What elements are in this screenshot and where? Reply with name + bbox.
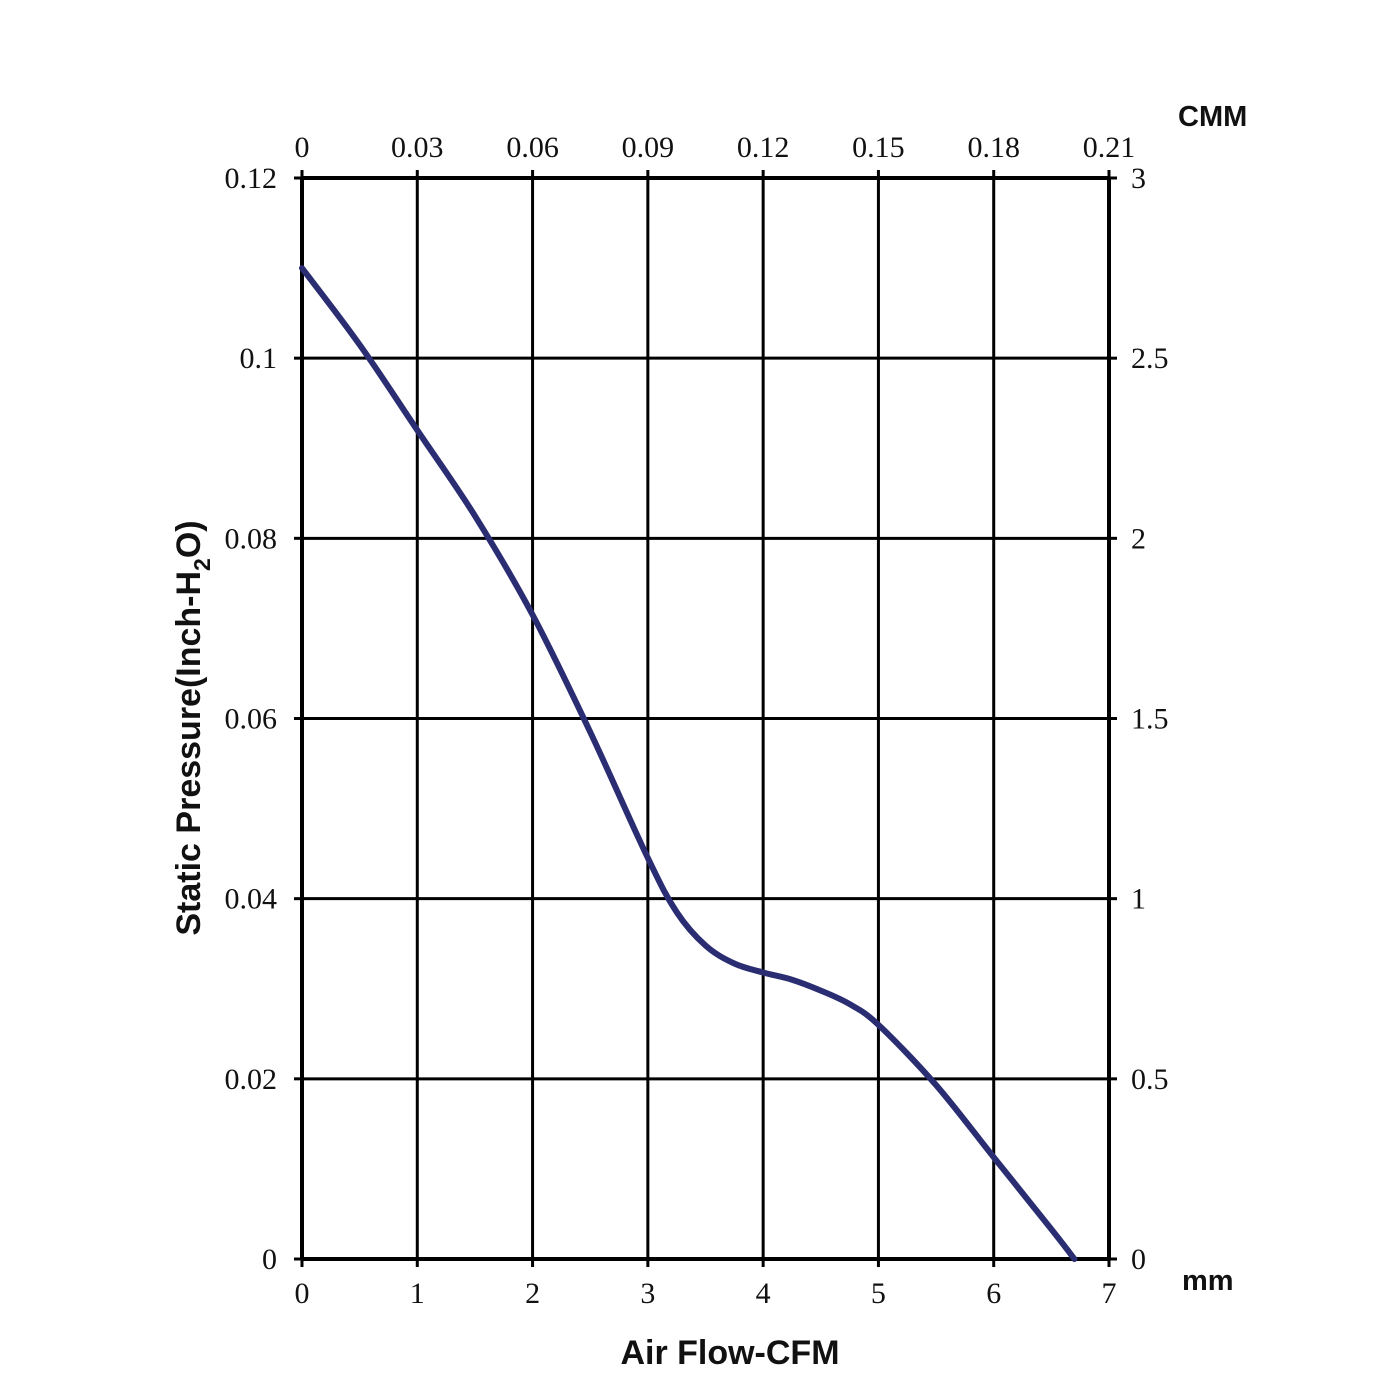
top-tick-label: 0.06 bbox=[506, 131, 559, 164]
series-layer bbox=[299, 265, 1078, 1262]
right-tick-label: 2 bbox=[1131, 522, 1146, 555]
right-axis-unit: mm bbox=[1182, 1265, 1234, 1297]
x-tick-label: 3 bbox=[640, 1277, 655, 1310]
y-tick-label: 0 bbox=[262, 1243, 277, 1276]
top-tick-label: 0.03 bbox=[391, 131, 444, 164]
x-tick-label: 1 bbox=[410, 1277, 425, 1310]
top-tick-label: 0.09 bbox=[622, 131, 675, 164]
grid-lines bbox=[302, 178, 1109, 1259]
top-tick-label: 0 bbox=[295, 131, 310, 164]
right-tick-label: 1.5 bbox=[1131, 703, 1169, 736]
top-axis-unit: CMM bbox=[1178, 101, 1247, 133]
top-tick-label: 0.21 bbox=[1083, 131, 1136, 164]
x-tick-label: 5 bbox=[871, 1277, 886, 1310]
y-axis-label-subscript: 2 bbox=[189, 558, 215, 571]
right-tick-label: 1 bbox=[1131, 883, 1146, 916]
plot-frame bbox=[294, 170, 1117, 1267]
y-tick-label: 0.1 bbox=[240, 342, 278, 375]
x-tick-label: 2 bbox=[525, 1277, 540, 1310]
x-tick-label: 4 bbox=[756, 1277, 771, 1310]
right-tick-label: 3 bbox=[1131, 162, 1146, 195]
x-axis-label: Air Flow-CFM bbox=[620, 1334, 839, 1372]
y-axis-label-main: Static Pressure(Inch-H bbox=[170, 571, 208, 936]
y-tick-label: 0.04 bbox=[225, 883, 278, 916]
top-tick-label: 0.15 bbox=[852, 131, 905, 164]
tick-labels: 0 1 2 3 4 5 6 70 0.03 0.06 0.09 0.12 0.15 0.18 0.2100.… bbox=[225, 131, 1169, 1310]
x-tick-label: 7 bbox=[1102, 1277, 1117, 1310]
y-tick-label: 0.08 bbox=[225, 522, 278, 555]
top-tick-label: 0.12 bbox=[737, 131, 790, 164]
y-tick-label: 0.06 bbox=[225, 703, 278, 736]
top-tick-label: 0.18 bbox=[967, 131, 1020, 164]
x-tick-label: 6 bbox=[986, 1277, 1001, 1310]
y-axis-label: Static Pressure(Inch-H2O) bbox=[170, 520, 215, 935]
y-axis-label-end: O) bbox=[170, 520, 208, 558]
x-tick-label: 0 bbox=[295, 1277, 310, 1310]
right-tick-label: 0.5 bbox=[1131, 1063, 1169, 1096]
y-tick-label: 0.12 bbox=[225, 162, 278, 195]
series-line bbox=[299, 265, 1078, 1262]
right-tick-label: 2.5 bbox=[1131, 342, 1169, 375]
y-tick-label: 0.02 bbox=[225, 1063, 278, 1096]
right-tick-label: 0 bbox=[1131, 1243, 1146, 1276]
